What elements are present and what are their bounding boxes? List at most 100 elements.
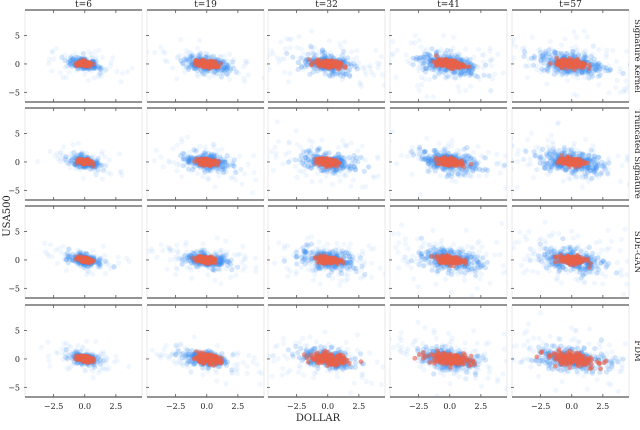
real-point: [81, 51, 86, 56]
real-point: [539, 66, 544, 71]
real-point: [284, 51, 289, 56]
real-point: [161, 164, 166, 169]
real-point: [463, 46, 468, 51]
real-point: [330, 71, 335, 76]
real-point: [530, 35, 535, 40]
real-point: [471, 150, 476, 155]
generated-point: [559, 59, 564, 64]
real-point: [336, 145, 341, 150]
real-point: [624, 78, 629, 83]
real-point: [592, 60, 597, 65]
real-point: [477, 173, 482, 178]
real-point: [61, 144, 66, 149]
real-point: [66, 60, 71, 65]
generated-point: [337, 62, 342, 67]
real-point: [174, 76, 179, 81]
real-point: [117, 151, 122, 156]
real-point: [548, 39, 553, 44]
real-point: [606, 156, 611, 161]
real-point: [538, 47, 543, 52]
real-point: [594, 66, 599, 71]
real-point: [591, 44, 596, 49]
real-point: [347, 74, 352, 79]
real-point: [413, 57, 418, 62]
real-point: [476, 160, 481, 165]
real-point: [574, 35, 579, 40]
real-point: [286, 79, 291, 84]
real-point: [320, 48, 325, 53]
real-point: [109, 60, 114, 65]
real-point: [404, 52, 409, 57]
real-point: [100, 149, 105, 154]
real-point: [94, 172, 99, 177]
real-point: [583, 137, 588, 142]
generated-point: [467, 64, 472, 69]
real-point: [537, 146, 542, 151]
real-point: [585, 34, 590, 39]
real-point: [59, 55, 64, 60]
generated-point: [585, 161, 590, 166]
real-point: [606, 63, 611, 68]
real-point: [264, 146, 269, 151]
real-point: [360, 143, 365, 148]
real-point: [307, 137, 312, 142]
y-tick-label: 0: [15, 60, 20, 69]
real-point: [380, 72, 385, 77]
real-point: [304, 173, 309, 178]
real-point: [327, 38, 332, 43]
real-point: [275, 55, 280, 60]
real-point: [550, 139, 555, 144]
real-point: [231, 57, 236, 62]
y-tick-label: 5: [15, 130, 20, 139]
real-point: [382, 83, 387, 88]
y-tick-label: 5: [15, 32, 20, 41]
real-point: [437, 140, 442, 145]
real-point: [421, 55, 426, 60]
real-point: [481, 59, 486, 64]
real-point: [278, 40, 283, 45]
real-point: [264, 155, 269, 160]
real-point: [375, 61, 380, 66]
real-point: [349, 49, 354, 54]
real-point: [191, 164, 196, 169]
real-point: [178, 58, 183, 63]
real-point: [527, 157, 532, 162]
real-point: [276, 139, 281, 144]
real-point: [196, 74, 201, 79]
real-point: [69, 158, 74, 163]
real-point: [451, 34, 456, 39]
real-point: [203, 152, 208, 157]
real-point: [615, 78, 620, 83]
real-point: [269, 149, 274, 154]
real-point: [92, 49, 97, 54]
generated-point: [91, 62, 96, 67]
real-point: [613, 85, 618, 90]
real-point: [408, 150, 413, 155]
real-point: [563, 36, 568, 41]
x-axis-label: DOLLAR: [296, 413, 341, 424]
real-point: [181, 65, 186, 70]
panel-0-1: t=19: [144, 0, 272, 102]
column-title: t=19: [194, 0, 217, 10]
real-point: [411, 62, 416, 67]
real-point: [163, 58, 168, 63]
real-point: [561, 178, 566, 183]
real-point: [410, 172, 415, 177]
real-point: [362, 169, 367, 174]
real-point: [610, 48, 615, 53]
real-point: [485, 167, 490, 172]
real-point: [534, 67, 539, 72]
real-point: [342, 39, 347, 44]
real-point: [589, 148, 594, 153]
real-point: [185, 134, 190, 139]
real-point: [571, 148, 576, 153]
real-point: [498, 170, 503, 175]
real-point: [429, 46, 434, 51]
real-point: [50, 50, 55, 55]
real-point: [506, 33, 511, 38]
real-point: [251, 170, 256, 175]
panel-1-1: [135, 108, 270, 200]
real-point: [158, 155, 163, 160]
real-point: [417, 147, 422, 152]
real-point: [220, 165, 225, 170]
